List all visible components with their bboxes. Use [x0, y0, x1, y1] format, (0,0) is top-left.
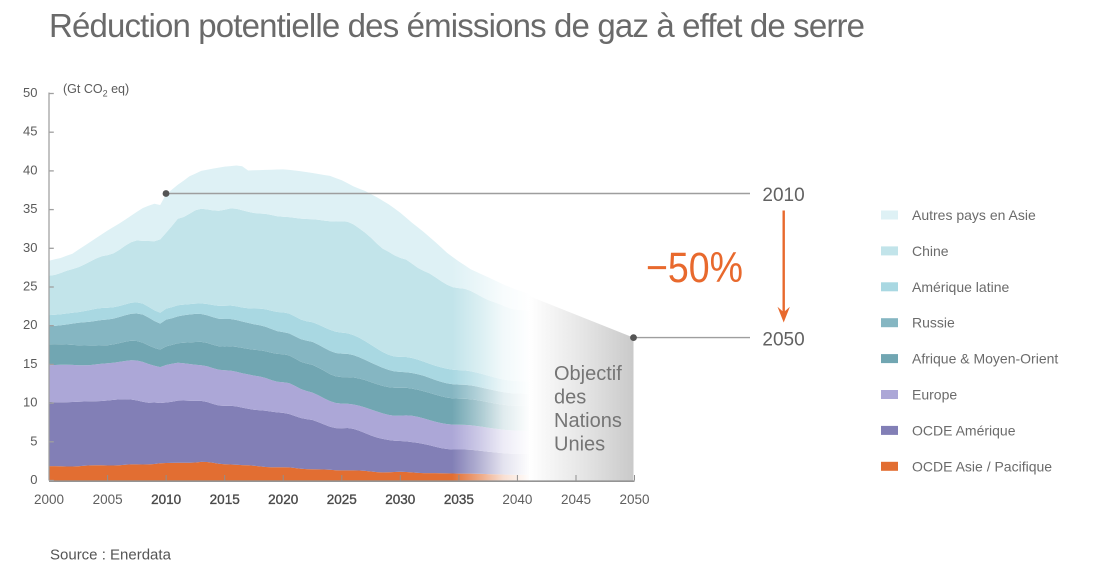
svg-text:Afrique & Moyen-Orient: Afrique & Moyen-Orient — [912, 351, 1058, 367]
svg-text:2010: 2010 — [762, 185, 804, 206]
svg-text:15: 15 — [23, 356, 37, 371]
svg-text:2035: 2035 — [444, 492, 474, 507]
svg-text:Chine: Chine — [912, 243, 949, 259]
svg-text:(Gt CO2 eq): (Gt CO2 eq) — [63, 82, 129, 99]
svg-text:Autres pays en Asie: Autres pays en Asie — [912, 207, 1036, 223]
svg-text:2050: 2050 — [619, 492, 649, 507]
svg-text:20: 20 — [23, 317, 37, 332]
svg-text:2050: 2050 — [762, 329, 804, 350]
svg-text:2030: 2030 — [385, 492, 415, 507]
svg-text:40: 40 — [23, 162, 37, 177]
svg-text:30: 30 — [23, 240, 37, 255]
svg-text:Unies: Unies — [554, 434, 605, 456]
svg-text:Amérique latine: Amérique latine — [912, 279, 1009, 295]
svg-text:2025: 2025 — [327, 492, 357, 507]
svg-text:des: des — [554, 387, 586, 409]
svg-text:35: 35 — [23, 201, 37, 216]
svg-text:2000: 2000 — [34, 492, 64, 507]
svg-text:Source : Enerdata: Source : Enerdata — [50, 547, 172, 564]
svg-text:10: 10 — [23, 395, 37, 410]
svg-text:50: 50 — [23, 85, 37, 100]
svg-text:Objectif: Objectif — [554, 363, 622, 385]
svg-text:2020: 2020 — [268, 492, 298, 507]
svg-text:2015: 2015 — [210, 492, 240, 507]
svg-text:45: 45 — [23, 124, 37, 139]
svg-text:Nations: Nations — [554, 410, 622, 432]
svg-text:2040: 2040 — [502, 492, 532, 507]
svg-text:OCDE Asie / Pacifique: OCDE Asie / Pacifique — [912, 458, 1052, 474]
svg-text:2010: 2010 — [151, 492, 181, 507]
svg-text:−50%: −50% — [646, 244, 743, 292]
svg-text:25: 25 — [23, 279, 37, 294]
svg-text:Réduction potentielle des émis: Réduction potentielle des émissions de g… — [49, 7, 864, 44]
svg-text:5: 5 — [30, 433, 37, 448]
svg-text:0: 0 — [30, 472, 37, 487]
svg-text:OCDE Amérique: OCDE Amérique — [912, 422, 1016, 438]
svg-text:2005: 2005 — [93, 492, 123, 507]
svg-text:Europe: Europe — [912, 387, 957, 403]
svg-text:2045: 2045 — [561, 492, 591, 507]
svg-text:Russie: Russie — [912, 315, 955, 331]
